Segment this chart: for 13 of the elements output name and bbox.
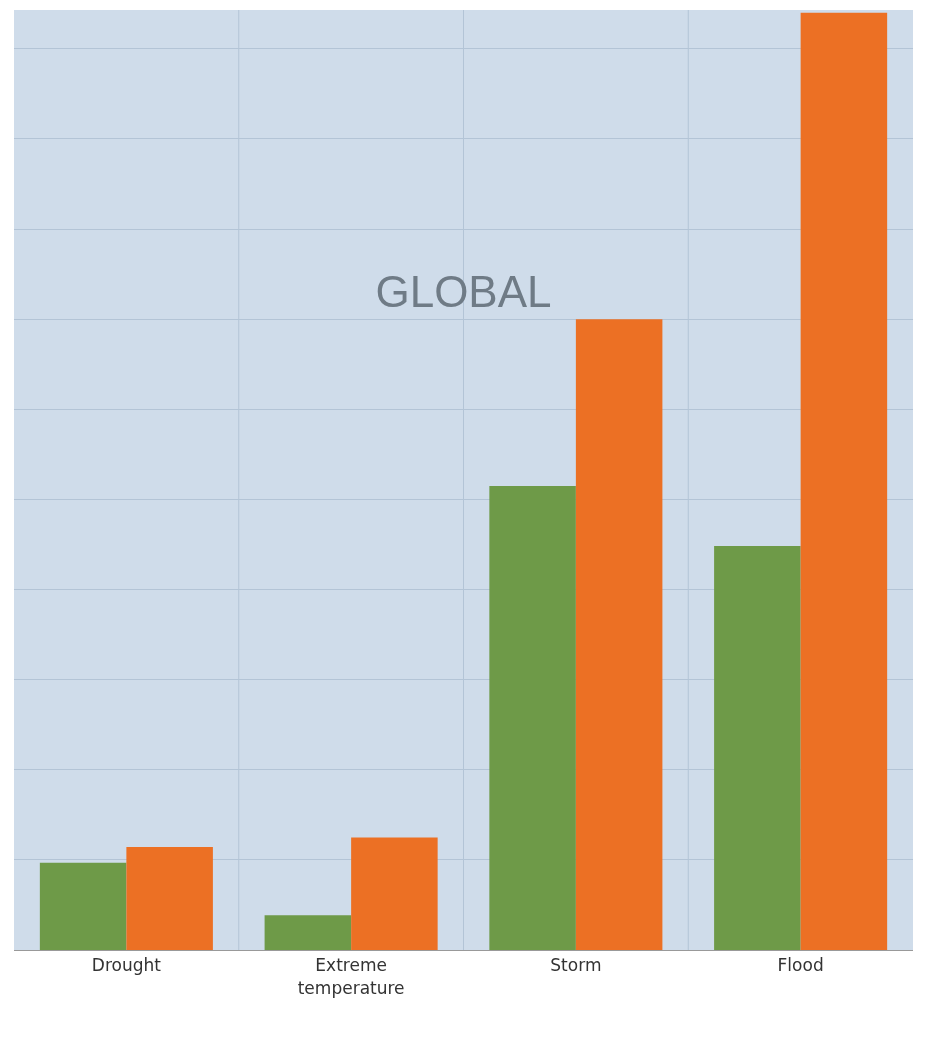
bar bbox=[489, 486, 576, 950]
bar bbox=[714, 546, 801, 950]
x-tick-label: Storm bbox=[550, 955, 602, 976]
bar bbox=[126, 846, 213, 950]
bar bbox=[39, 862, 127, 950]
bar bbox=[575, 319, 663, 950]
bar bbox=[351, 837, 438, 950]
x-tick-label: Flood bbox=[777, 955, 824, 976]
text: GLOBAL bbox=[375, 266, 552, 316]
x-tick-label: Drought bbox=[91, 955, 162, 976]
bar bbox=[264, 915, 352, 950]
x-tick-label: Extreme temperature bbox=[297, 955, 405, 998]
bar bbox=[800, 12, 888, 950]
